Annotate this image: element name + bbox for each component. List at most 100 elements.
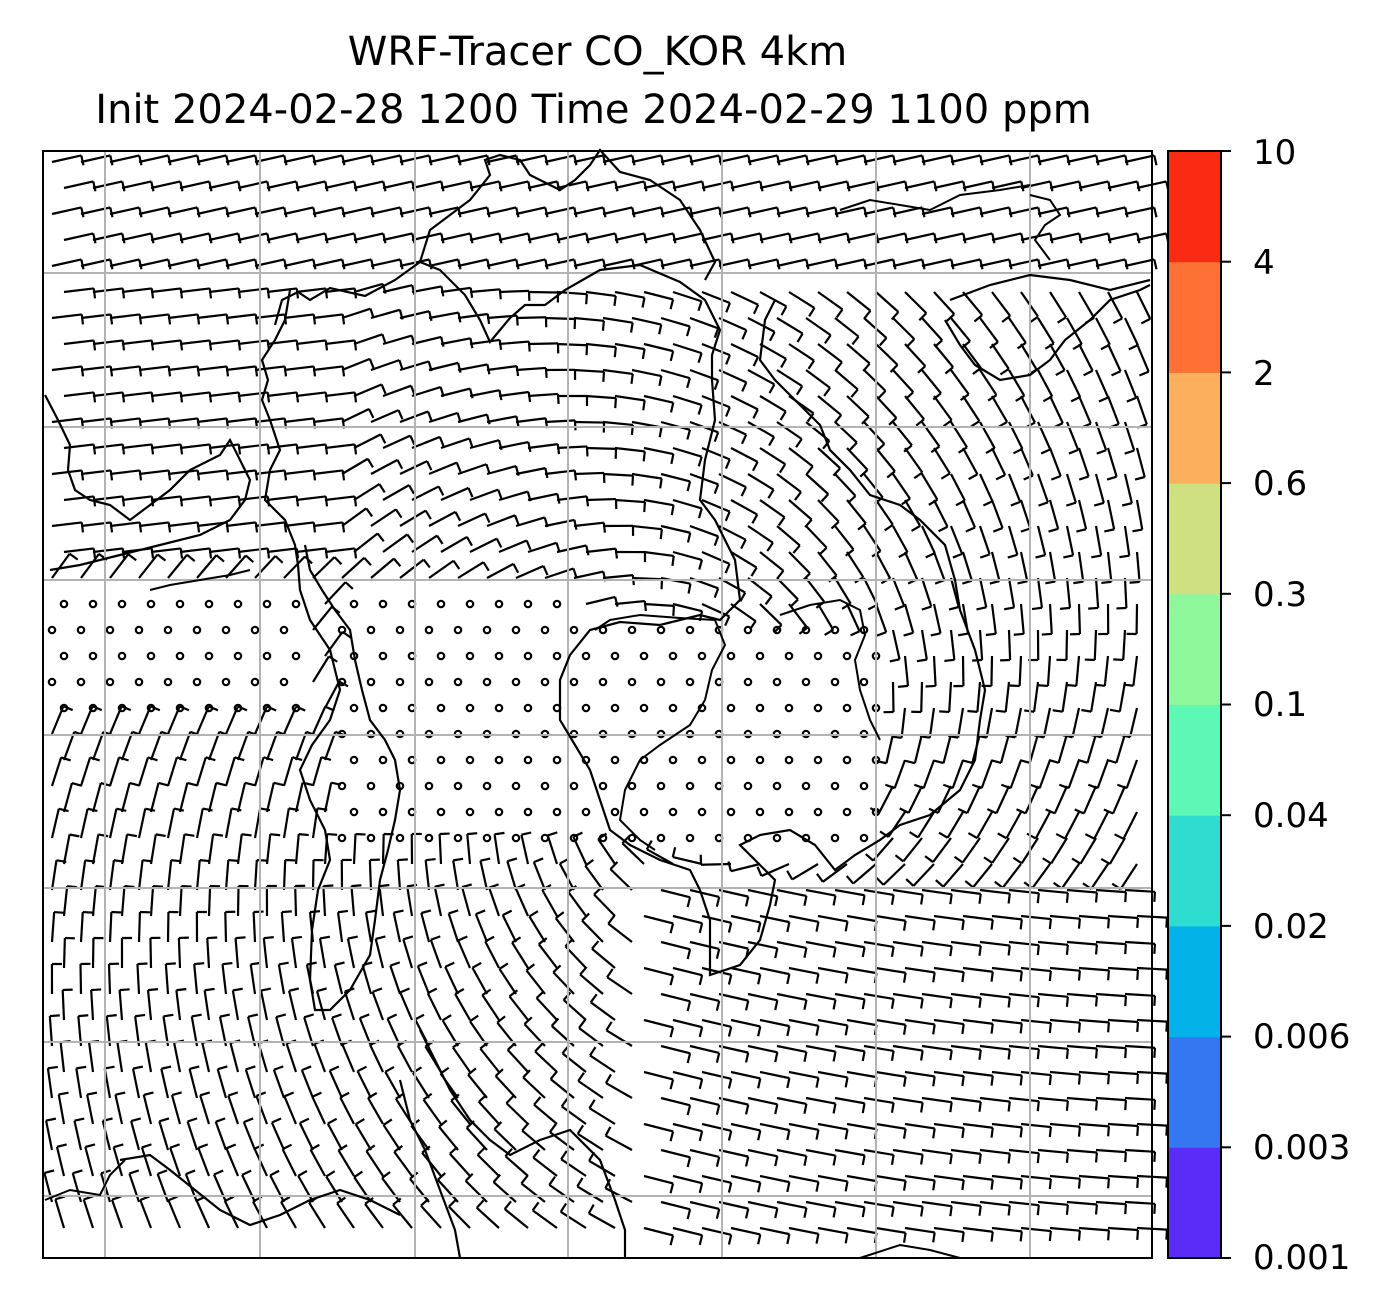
wind-barb-flag bbox=[254, 522, 259, 533]
wind-barb-flag bbox=[355, 1118, 365, 1126]
wind-barb-shaft bbox=[822, 863, 848, 883]
wind-barb bbox=[759, 914, 791, 933]
wind-barb-flag bbox=[150, 288, 155, 299]
wind-barb-flag bbox=[76, 1065, 87, 1070]
wind-barb bbox=[116, 1039, 128, 1073]
wind-barb-shaft bbox=[461, 886, 472, 917]
wind-barb-shaft bbox=[643, 602, 675, 607]
calm-wind-marker bbox=[772, 677, 782, 687]
wind-barb-shaft bbox=[631, 154, 662, 164]
wind-barb bbox=[196, 554, 225, 579]
wind-barb-shaft bbox=[311, 706, 327, 735]
wind-barb-shaft bbox=[295, 339, 326, 346]
wind-barb-shaft bbox=[747, 577, 773, 598]
wind-barb bbox=[846, 1174, 878, 1192]
wind-barb-shaft bbox=[1008, 1148, 1039, 1155]
wind-barb-shaft bbox=[718, 1148, 749, 1158]
wind-barb-shaft bbox=[353, 232, 384, 242]
wind-barb-shaft bbox=[1020, 395, 1036, 424]
wind-barb-flag bbox=[1136, 1021, 1140, 1033]
wind-barb-flag bbox=[658, 375, 663, 387]
wind-barb-shaft bbox=[718, 992, 749, 1002]
wind-barb bbox=[1049, 343, 1066, 377]
wind-barb-flag bbox=[525, 963, 536, 972]
wind-barb-flag bbox=[448, 1198, 457, 1208]
wind-barb-shaft bbox=[718, 154, 749, 164]
wind-barb-shaft bbox=[290, 938, 298, 969]
wind-barb bbox=[920, 577, 933, 611]
wind-barb-flag bbox=[932, 920, 936, 931]
wind-barb-shaft bbox=[718, 368, 747, 384]
wind-barb-shaft bbox=[817, 1070, 848, 1079]
wind-barb bbox=[660, 1096, 692, 1116]
wind-barb-shaft bbox=[904, 1018, 935, 1026]
calm-wind-marker bbox=[598, 677, 608, 687]
wind-barb bbox=[1077, 733, 1098, 764]
wind-barb-shaft bbox=[156, 1173, 170, 1203]
wind-barb-shaft bbox=[805, 525, 828, 549]
wind-barb-shaft bbox=[892, 317, 916, 340]
wind-barb-shaft bbox=[92, 339, 123, 346]
wind-barb-flag bbox=[399, 155, 404, 166]
wind-barb bbox=[643, 446, 675, 465]
wind-barb-shaft bbox=[932, 655, 937, 687]
wind-barb bbox=[672, 180, 706, 192]
wind-barb-flag bbox=[196, 366, 201, 377]
wind-barb bbox=[324, 232, 358, 244]
wind-barb-shaft bbox=[92, 180, 123, 190]
colorbar-segment bbox=[1168, 1036, 1221, 1148]
wind-barb bbox=[631, 472, 663, 489]
wind-barb-shaft bbox=[150, 495, 181, 502]
wind-barb-shaft bbox=[1037, 1044, 1068, 1050]
wind-barb-flag bbox=[266, 705, 277, 712]
wind-barb-flag bbox=[859, 469, 869, 478]
wind-barb-shaft bbox=[1037, 154, 1068, 164]
wind-barb-flag bbox=[979, 553, 991, 559]
wind-barb-shaft bbox=[991, 837, 1010, 864]
wind-barb bbox=[167, 206, 201, 218]
wind-barb-flag bbox=[849, 441, 858, 451]
calm-wind-marker bbox=[233, 599, 243, 609]
wind-barb-flag bbox=[225, 207, 230, 218]
wind-barb bbox=[788, 1174, 820, 1192]
wind-barb-flag bbox=[786, 1129, 791, 1141]
wind-barb-shaft bbox=[224, 808, 233, 839]
southwest-coastline bbox=[119, 1153, 401, 1227]
wind-barb bbox=[532, 857, 547, 891]
wind-barb-flag bbox=[247, 1013, 259, 1018]
wind-barb-shaft bbox=[1049, 232, 1080, 242]
wind-barb-shaft bbox=[759, 1018, 790, 1028]
wind-barb bbox=[252, 910, 264, 943]
wind-barb bbox=[283, 206, 317, 218]
wind-barb bbox=[208, 547, 242, 559]
wind-barb-flag bbox=[689, 259, 694, 270]
wind-barb-shaft bbox=[281, 1148, 297, 1177]
wind-barb-flag bbox=[686, 532, 692, 543]
wind-barb-shaft bbox=[108, 911, 113, 943]
wind-barb bbox=[892, 1148, 924, 1165]
wind-barb-flag bbox=[127, 553, 137, 562]
wind-barb bbox=[544, 316, 577, 330]
wind-barb bbox=[1048, 447, 1062, 481]
wind-barb-flag bbox=[614, 233, 619, 244]
calm-wind-marker bbox=[627, 833, 637, 843]
wind-barb-flag bbox=[978, 997, 982, 1008]
wind-barb bbox=[45, 1117, 57, 1151]
wind-barb-shaft bbox=[522, 1076, 546, 1099]
wind-barb-shaft bbox=[558, 863, 575, 891]
wind-barb-shaft bbox=[602, 316, 633, 324]
wind-barb-shaft bbox=[1124, 1148, 1156, 1153]
wind-barb bbox=[1066, 940, 1098, 955]
wind-barb-flag bbox=[341, 259, 346, 270]
wind-barb-shaft bbox=[585, 290, 616, 298]
wind-barb-flag bbox=[194, 962, 205, 966]
wind-barb bbox=[428, 461, 462, 476]
wind-barb-shaft bbox=[1090, 681, 1098, 712]
wind-barb-flag bbox=[426, 460, 433, 471]
wind-barb-flag bbox=[1153, 891, 1157, 902]
wind-barb-flag bbox=[1165, 1021, 1169, 1032]
wind-barb bbox=[420, 1198, 442, 1229]
wind-barb-flag bbox=[614, 398, 618, 409]
wind-barb-shaft bbox=[108, 757, 121, 787]
wind-barb bbox=[776, 206, 810, 218]
